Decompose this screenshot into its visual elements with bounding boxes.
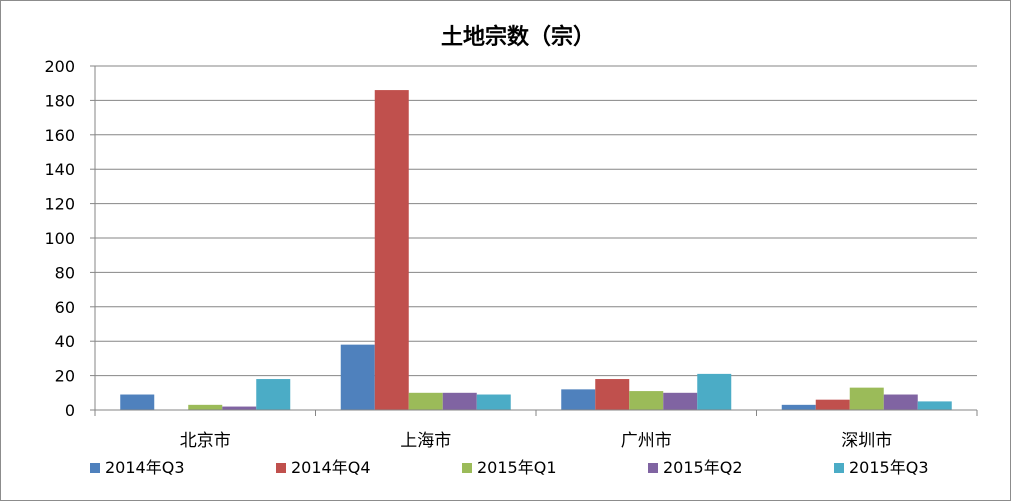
bar [781,404,816,410]
bar [408,392,443,410]
bar [442,392,477,410]
bar [561,389,596,410]
bar [663,392,698,410]
bar [697,373,732,410]
legend-swatch [276,463,286,473]
bar [340,344,375,410]
y-tick-label: 200 [44,57,75,76]
bar [476,394,511,410]
legend: 2014年Q3 2014年Q4 2015年Q1 2015年Q2 2015年Q3 [90,458,929,477]
gridlines [95,65,977,411]
bar [188,404,223,410]
bar [595,379,630,410]
bar [815,399,850,410]
y-tick-label: 0 [65,401,75,420]
legend-swatch [648,463,658,473]
bar [917,401,952,410]
bar [374,90,409,410]
bar [883,394,918,410]
legend-label: 2015年Q2 [663,458,743,477]
legend-label: 2015年Q1 [477,458,557,477]
legend-label: 2014年Q4 [291,458,371,477]
y-tick-label: 180 [44,91,75,110]
y-tick-label: 40 [55,332,75,351]
y-tick-label: 120 [44,195,75,214]
y-tick-label: 80 [55,263,75,282]
chart-title: 土地宗数（宗） [441,24,595,50]
legend-swatch [90,463,100,473]
x-axis: 北京市 上海市 广州市 深圳市 [94,409,978,451]
bar [120,394,155,410]
legend-label: 2015年Q3 [849,458,929,477]
x-category-label: 北京市 [180,431,231,451]
x-category-label: 广州市 [621,431,672,451]
y-tick-label: 20 [55,367,75,386]
y-axis: 0 20 40 60 80 100 120 140 160 180 200 [44,57,96,420]
legend-swatch [462,463,472,473]
bars [120,90,952,410]
y-tick-label: 100 [44,229,75,248]
x-category-label: 深圳市 [841,431,892,451]
bar [849,387,884,410]
bar [256,379,291,410]
bar [222,406,257,410]
y-tick-label: 140 [44,160,75,179]
bar [629,391,664,410]
y-tick-label: 60 [55,298,75,317]
x-category-label: 上海市 [400,431,451,451]
legend-swatch [834,463,844,473]
legend-label: 2014年Q3 [105,458,185,477]
y-tick-label: 160 [44,126,75,145]
